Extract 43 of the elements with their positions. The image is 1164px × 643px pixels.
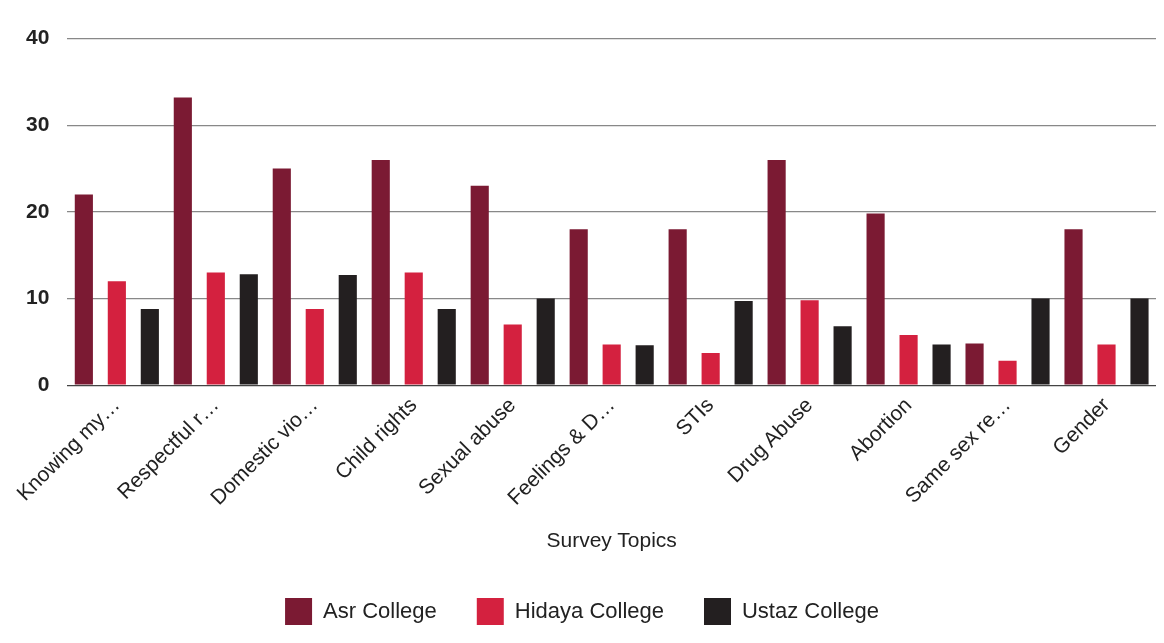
bar [833, 326, 852, 385]
bar [74, 194, 93, 385]
bar [569, 229, 588, 385]
y-tick-label: 0 [37, 371, 50, 395]
bar [668, 229, 687, 385]
bar [767, 159, 786, 385]
bar [404, 272, 423, 385]
bar [239, 274, 258, 385]
bar [107, 281, 126, 385]
y-tick-label: 40 [26, 25, 50, 49]
bar [866, 213, 885, 385]
y-tick-label: 30 [26, 112, 50, 136]
y-tick-label: 20 [26, 198, 50, 222]
bar [536, 298, 555, 385]
bar [899, 334, 918, 385]
bar [635, 345, 654, 385]
bar [701, 353, 720, 385]
bar [734, 301, 753, 385]
y-tick-label: 10 [26, 285, 50, 309]
bar [932, 344, 951, 385]
legend-label: Hidaya College [514, 597, 664, 623]
bar [998, 360, 1017, 385]
bar [206, 272, 225, 385]
bar [1031, 298, 1050, 385]
x-axis-title: Survey Topics [546, 528, 677, 552]
bar [140, 308, 159, 385]
bar [338, 275, 357, 385]
legend-label: Ustaz College [741, 597, 879, 623]
bar [437, 308, 456, 385]
bar [602, 344, 621, 385]
bar [272, 168, 291, 385]
bar [1130, 298, 1149, 385]
x-tick-label: STIs [670, 392, 718, 440]
bar [800, 300, 819, 385]
legend-label: Asr College [323, 597, 437, 623]
bar [1097, 344, 1116, 385]
bar [305, 308, 324, 385]
bar [173, 97, 192, 385]
bar [965, 343, 984, 385]
bar [371, 159, 390, 385]
bar [470, 185, 489, 385]
bar [503, 324, 522, 385]
bar [1064, 229, 1083, 385]
